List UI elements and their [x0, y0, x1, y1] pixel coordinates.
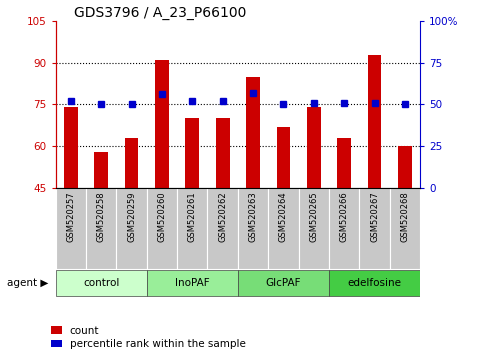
Bar: [155, 60, 169, 188]
Bar: [216, 118, 229, 188]
Text: GSM520263: GSM520263: [249, 192, 257, 242]
Bar: [390, 188, 420, 269]
Text: GSM520257: GSM520257: [66, 192, 75, 242]
Bar: [277, 127, 290, 188]
Text: GSM520262: GSM520262: [218, 192, 227, 242]
Bar: [268, 188, 298, 269]
Bar: [238, 188, 268, 269]
Bar: [125, 138, 138, 188]
Text: control: control: [83, 278, 119, 288]
Bar: [329, 188, 359, 269]
Text: GSM520260: GSM520260: [157, 192, 167, 242]
Bar: [368, 55, 382, 188]
Bar: [147, 270, 238, 296]
Bar: [398, 146, 412, 188]
Text: GSM520268: GSM520268: [400, 192, 410, 242]
Text: GSM520258: GSM520258: [97, 192, 106, 242]
Text: agent ▶: agent ▶: [7, 278, 49, 288]
Bar: [56, 188, 86, 269]
Text: GSM520265: GSM520265: [309, 192, 318, 242]
Bar: [64, 107, 78, 188]
Text: InoPAF: InoPAF: [175, 278, 210, 288]
Text: GSM520261: GSM520261: [188, 192, 197, 242]
Bar: [298, 188, 329, 269]
Bar: [238, 270, 329, 296]
Text: GSM520267: GSM520267: [370, 192, 379, 242]
Bar: [94, 152, 108, 188]
Bar: [185, 118, 199, 188]
Bar: [329, 270, 420, 296]
Text: GSM520264: GSM520264: [279, 192, 288, 242]
Bar: [86, 188, 116, 269]
Bar: [56, 270, 147, 296]
Bar: [208, 188, 238, 269]
Text: GSM520266: GSM520266: [340, 192, 349, 242]
Bar: [338, 138, 351, 188]
Bar: [246, 77, 260, 188]
Bar: [147, 188, 177, 269]
Bar: [307, 107, 321, 188]
Text: GSM520259: GSM520259: [127, 192, 136, 242]
Bar: [359, 188, 390, 269]
Legend: count, percentile rank within the sample: count, percentile rank within the sample: [51, 326, 246, 349]
Text: GDS3796 / A_23_P66100: GDS3796 / A_23_P66100: [74, 6, 246, 20]
Bar: [177, 188, 208, 269]
Bar: [116, 188, 147, 269]
Text: GlcPAF: GlcPAF: [266, 278, 301, 288]
Text: edelfosine: edelfosine: [348, 278, 402, 288]
